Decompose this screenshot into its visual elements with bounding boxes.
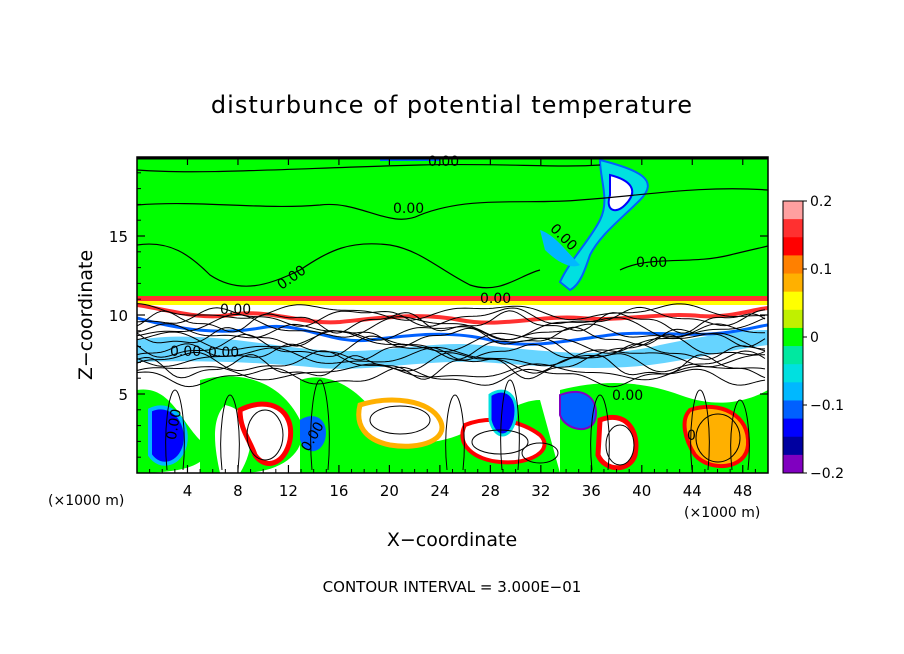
contour-line bbox=[137, 330, 766, 354]
colorbar-tick-label: 0 bbox=[810, 330, 819, 346]
contour-line bbox=[310, 379, 330, 471]
colorbar-swatch bbox=[783, 309, 803, 329]
colorbar-tick-label: −0.1 bbox=[810, 398, 844, 414]
contour-line bbox=[137, 163, 601, 173]
x-axis: 4 8 12 16 20 24 28 32 36 40 44 48 bbox=[149, 157, 756, 500]
x-axis-title: X−coordinate bbox=[387, 529, 517, 551]
warm-blob-2 bbox=[356, 397, 445, 449]
contour-line bbox=[137, 310, 766, 334]
contour-lines bbox=[137, 163, 768, 471]
contour-line bbox=[137, 346, 766, 368]
contour-line bbox=[500, 379, 520, 471]
colorbar-ticks: 0.2 0.1 0 −0.1 −0.2 bbox=[803, 194, 844, 482]
contour-line bbox=[445, 394, 465, 471]
colorbar-swatch bbox=[783, 382, 803, 401]
x-tick-label: 8 bbox=[233, 482, 243, 500]
contour-loop bbox=[521, 442, 559, 464]
x-tick-label: 48 bbox=[733, 482, 752, 500]
x-unit-right: (×1000 m) bbox=[684, 505, 760, 521]
contour-line bbox=[137, 188, 768, 220]
contour-loop bbox=[369, 405, 431, 435]
colorbar-swatch bbox=[783, 201, 803, 220]
tropopause-band-yellow bbox=[137, 301, 768, 305]
colorbar-swatch bbox=[783, 255, 803, 275]
colorbar-swatch bbox=[783, 436, 803, 456]
colorbar-tick-label: 0.1 bbox=[810, 262, 832, 278]
colorbar-swatch bbox=[783, 418, 803, 438]
y-axis-title: Z−coordinate bbox=[75, 250, 97, 380]
upper-plume-left bbox=[540, 230, 580, 267]
colorbar bbox=[782, 200, 804, 474]
colorbar-tick-label: 0.2 bbox=[810, 194, 832, 210]
contour-line bbox=[137, 333, 766, 361]
colorbar-swatch bbox=[783, 400, 803, 420]
x-tick-label: 16 bbox=[329, 482, 348, 500]
contour-label: 0.00 bbox=[170, 344, 201, 360]
contour-line bbox=[137, 243, 541, 289]
x-tick-label: 36 bbox=[582, 482, 601, 500]
contour-line bbox=[137, 326, 766, 348]
contour-line bbox=[137, 350, 766, 374]
y-axis: 5 10 15 bbox=[109, 172, 768, 458]
colorbar-swatch bbox=[783, 219, 803, 238]
y-tick-label: 15 bbox=[109, 228, 128, 246]
contour-line bbox=[165, 389, 185, 471]
x-tick-label: 40 bbox=[632, 482, 651, 500]
contour-line bbox=[619, 245, 768, 271]
contour-line bbox=[690, 389, 710, 471]
contour-line bbox=[137, 363, 766, 381]
x-tick-label: 24 bbox=[430, 482, 449, 500]
x-unit-left: (×1000 m) bbox=[48, 493, 124, 509]
x-tick-label: 32 bbox=[531, 482, 550, 500]
colorbar-swatch bbox=[783, 454, 803, 474]
contour-label: 0.00 bbox=[480, 291, 511, 307]
contour-label: 0.00 bbox=[612, 388, 643, 404]
colorbar-swatch bbox=[783, 237, 803, 256]
colorbar-tick-label: −0.2 bbox=[810, 466, 844, 482]
contour-label: 0.00 bbox=[164, 408, 185, 441]
contour-label: 0.00 bbox=[208, 345, 239, 361]
upper-plume-core bbox=[607, 173, 634, 212]
cool-blob-3 bbox=[488, 389, 518, 437]
x-tick-label: 4 bbox=[183, 482, 193, 500]
contour-label: 0.00 bbox=[393, 201, 424, 217]
contour-label: 0 bbox=[687, 428, 696, 444]
x-tick-label: 44 bbox=[683, 482, 702, 500]
colorbar-swatch bbox=[783, 327, 803, 347]
cool-blob-1 bbox=[148, 405, 188, 466]
contour-interval-note: CONTOUR INTERVAL = 3.000E−01 bbox=[323, 578, 582, 596]
contour-label: 0.00 bbox=[220, 302, 251, 318]
contour-line bbox=[137, 303, 766, 321]
colorbar-swatch bbox=[783, 364, 803, 383]
mid-band-blue bbox=[137, 330, 768, 369]
y-tick-label: 5 bbox=[118, 386, 128, 404]
contour-line bbox=[220, 394, 240, 471]
colorbar-swatch bbox=[783, 291, 803, 311]
tropopause-band-red bbox=[137, 296, 768, 301]
upper-layer-field bbox=[137, 157, 768, 300]
contour-loop bbox=[246, 409, 284, 461]
x-tick-label: 12 bbox=[279, 482, 298, 500]
x-tick-label: 20 bbox=[380, 482, 399, 500]
y-tick-label: 10 bbox=[109, 307, 128, 325]
contour-loop bbox=[695, 413, 741, 463]
cool-blob-2 bbox=[300, 416, 326, 452]
colorbar-swatch bbox=[783, 346, 803, 365]
cool-blob-4 bbox=[559, 390, 597, 430]
contour-line bbox=[137, 343, 766, 361]
contour-line bbox=[730, 399, 750, 471]
contour-label: 0.00 bbox=[636, 255, 667, 271]
chart-title: disturbunce of potential temperature bbox=[211, 91, 693, 119]
contour-line bbox=[137, 366, 766, 388]
contour-loop bbox=[605, 424, 635, 466]
contour-line bbox=[590, 394, 610, 471]
contour-loop bbox=[471, 429, 529, 455]
x-tick-label: 28 bbox=[481, 482, 500, 500]
colorbar-swatch bbox=[783, 273, 803, 293]
